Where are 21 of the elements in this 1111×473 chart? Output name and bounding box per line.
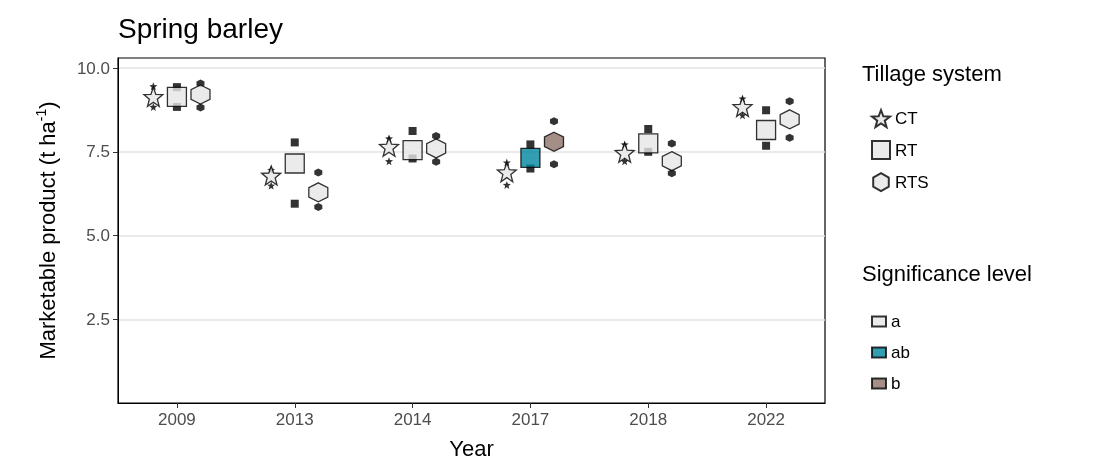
- y-tick-label: 10.0: [76, 58, 110, 78]
- legend-label: a: [891, 312, 901, 331]
- chart-title: Spring barley: [118, 12, 283, 44]
- text: Significance level: [862, 260, 1032, 286]
- y-tick-label: 2.5: [86, 309, 110, 329]
- legend-title: Tillage system: [862, 60, 1002, 86]
- x-axis-title: Year: [449, 435, 494, 461]
- legend-label: CT: [895, 109, 918, 129]
- x-tick-label: 2014: [393, 410, 432, 429]
- x-tick-label: 2022: [747, 410, 785, 429]
- legend-label: RT: [895, 140, 918, 160]
- x-tick-label: 2009: [158, 410, 196, 429]
- legend-label: ab: [891, 343, 910, 362]
- x-tick-label: 2018: [629, 410, 668, 429]
- x-tick-label: 2013: [275, 410, 314, 429]
- legend-label: RTS: [895, 172, 929, 192]
- y-tick-label: 5.0: [86, 226, 110, 246]
- x-tick-label: 2017: [511, 410, 550, 429]
- y-axis-title: Marketable product (t ha-1): [33, 101, 60, 360]
- y-tick-label: 7.5: [86, 142, 110, 162]
- legend-label: b: [891, 374, 901, 393]
